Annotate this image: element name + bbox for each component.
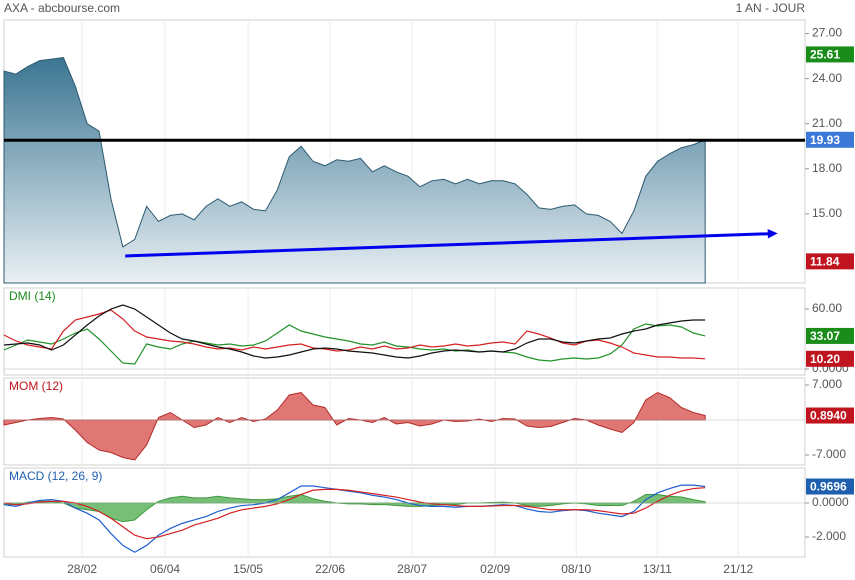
value-badge-label: 11.84 bbox=[810, 255, 840, 269]
panel-title: DMI (14) bbox=[9, 289, 56, 303]
value-badge-label: 33.07 bbox=[810, 329, 840, 343]
x-tick-label: 28/07 bbox=[397, 562, 427, 576]
area bbox=[3, 493, 706, 523]
line bbox=[3, 304, 706, 359]
line bbox=[3, 487, 706, 540]
x-tick-label: 06/04 bbox=[150, 562, 180, 576]
panel-frame bbox=[3, 287, 806, 376]
value-badge-label: 19.93 bbox=[810, 133, 840, 147]
y-tick-label: 24.00 bbox=[812, 71, 842, 85]
value-badge bbox=[806, 327, 854, 344]
value-badge-label: 0.8940 bbox=[810, 409, 847, 423]
value-badge bbox=[806, 407, 854, 424]
line bbox=[3, 323, 706, 365]
header-title: AXA - abcbourse.com bbox=[4, 1, 120, 15]
x-tick-label: 22/06 bbox=[315, 562, 345, 576]
trend-line bbox=[125, 232, 770, 258]
panel-title: MOM (12) bbox=[9, 379, 63, 393]
y-tick-label: -7.000 bbox=[812, 447, 846, 461]
y-tick-label: 18.00 bbox=[812, 161, 842, 175]
y-tick-label: 0.0000 bbox=[812, 495, 849, 509]
y-tick-label: 60.00 bbox=[812, 301, 842, 315]
value-badge bbox=[806, 131, 854, 148]
value-badge bbox=[806, 478, 854, 495]
header-period: 1 AN - JOUR bbox=[736, 1, 806, 15]
x-tick-label: 15/05 bbox=[233, 562, 263, 576]
value-badge-label: 10.20 bbox=[810, 352, 840, 366]
trend-arrowhead bbox=[767, 228, 778, 239]
area bbox=[3, 57, 706, 284]
y-tick-label: 7.000 bbox=[812, 377, 842, 391]
y-tick-label: -2.000 bbox=[812, 529, 846, 543]
x-tick-label: 21/12 bbox=[723, 562, 753, 576]
value-badge bbox=[806, 46, 854, 63]
value-badge-label: 25.61 bbox=[810, 48, 840, 62]
panel-title: MACD (12, 26, 9) bbox=[9, 469, 102, 483]
x-tick-label: 28/02 bbox=[67, 562, 97, 576]
x-tick-label: 08/10 bbox=[561, 562, 591, 576]
value-badge bbox=[806, 253, 854, 270]
x-tick-label: 13/11 bbox=[643, 562, 672, 576]
y-tick-label: 21.00 bbox=[812, 116, 842, 130]
x-tick-label: 02/09 bbox=[480, 562, 510, 576]
value-badge-label: 0.9696 bbox=[810, 480, 847, 494]
line bbox=[3, 484, 706, 553]
value-badge bbox=[806, 350, 854, 367]
y-tick-label: 15.00 bbox=[812, 206, 842, 220]
y-tick-label: 27.00 bbox=[812, 26, 842, 40]
